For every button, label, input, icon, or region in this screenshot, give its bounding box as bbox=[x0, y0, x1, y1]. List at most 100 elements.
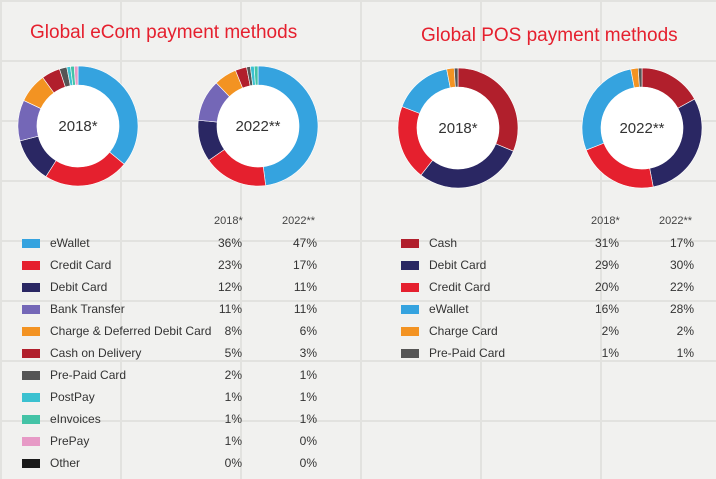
value-2022: 1% bbox=[299, 412, 317, 426]
legend-swatch bbox=[22, 415, 40, 424]
legend-swatch bbox=[22, 371, 40, 380]
legend-swatch bbox=[401, 327, 419, 336]
pos-2022-donut: 2022** bbox=[581, 67, 703, 189]
pos-2018-donut: 2018* bbox=[397, 67, 519, 189]
value-2018: 1% bbox=[601, 346, 619, 360]
value-2018: 1% bbox=[224, 390, 242, 404]
value-2022: 1% bbox=[299, 390, 317, 404]
legend-row: Charge & Deferred Debit Card 8% 6% bbox=[22, 324, 322, 347]
value-2022: 17% bbox=[669, 236, 694, 250]
donut-center-label: 2018* bbox=[438, 120, 477, 137]
legend-label: Cash bbox=[429, 236, 458, 250]
legend-row: Other 0% 0% bbox=[22, 456, 322, 479]
legend-row: Pre-Paid Card 2% 1% bbox=[22, 368, 322, 391]
value-2022: 6% bbox=[299, 324, 317, 338]
legend-row: eWallet 36% 47% bbox=[22, 236, 322, 259]
ecom-col-2022: 2022** bbox=[282, 215, 316, 227]
value-2022: 0% bbox=[299, 456, 317, 470]
legend-row: Cash 31% 17% bbox=[401, 236, 701, 259]
value-2022: 3% bbox=[299, 346, 317, 360]
legend-row: Charge Card 2% 2% bbox=[401, 324, 701, 347]
legend-swatch bbox=[401, 349, 419, 358]
value-2022: 2% bbox=[676, 324, 694, 338]
legend-swatch bbox=[401, 261, 419, 270]
legend-label: eWallet bbox=[50, 236, 90, 250]
legend-label: Pre-Paid Card bbox=[429, 346, 506, 360]
legend-row: PrePay 1% 0% bbox=[22, 434, 322, 457]
value-2022: 22% bbox=[669, 280, 694, 294]
legend-row: Credit Card 20% 22% bbox=[401, 280, 701, 303]
pos-table: 2018* 2022** Cash 31% 17% Debit Card 29% 30% C… bbox=[401, 215, 701, 375]
legend-label: Charge Card bbox=[429, 324, 498, 338]
legend-row: eInvoices 1% 1% bbox=[22, 412, 322, 435]
legend-swatch bbox=[22, 437, 40, 446]
donut-hole bbox=[601, 87, 683, 169]
donut-center-label: 2022** bbox=[619, 120, 664, 137]
value-2018: 0% bbox=[224, 456, 242, 470]
pos-col-2022: 2022** bbox=[659, 215, 693, 227]
legend-row: PostPay 1% 1% bbox=[22, 390, 322, 413]
legend-label: eWallet bbox=[429, 302, 469, 316]
legend-swatch bbox=[22, 305, 40, 314]
ecom-title: Global eCom payment methods bbox=[30, 22, 298, 43]
value-2022: 47% bbox=[292, 236, 317, 250]
value-2018: 2% bbox=[601, 324, 619, 338]
legend-label: Pre-Paid Card bbox=[50, 368, 127, 382]
legend-label: Other bbox=[50, 456, 81, 470]
legend-label: PostPay bbox=[50, 390, 95, 404]
legend-row: Bank Transfer 11% 11% bbox=[22, 302, 322, 325]
donut-center-label: 2018* bbox=[58, 118, 97, 135]
legend-row: eWallet 16% 28% bbox=[401, 302, 701, 325]
value-2018: 20% bbox=[594, 280, 619, 294]
legend-swatch bbox=[22, 239, 40, 248]
legend-label: Charge & Deferred Debit Card bbox=[50, 324, 212, 338]
legend-swatch bbox=[22, 349, 40, 358]
ecom-2018-donut: 2018* bbox=[17, 65, 139, 187]
value-2018: 1% bbox=[224, 412, 242, 426]
value-2022: 28% bbox=[669, 302, 694, 316]
value-2018: 16% bbox=[594, 302, 619, 316]
legend-swatch bbox=[401, 239, 419, 248]
legend-row: Pre-Paid Card 1% 1% bbox=[401, 346, 701, 369]
value-2018: 1% bbox=[224, 434, 242, 448]
legend-label: Cash on Delivery bbox=[50, 346, 142, 360]
legend-label: PrePay bbox=[50, 434, 90, 448]
donut-center-label: 2022** bbox=[235, 118, 280, 135]
legend-swatch bbox=[22, 327, 40, 336]
value-2022: 1% bbox=[676, 346, 694, 360]
value-2022: 11% bbox=[293, 280, 317, 294]
pos-col-2018: 2018* bbox=[591, 215, 620, 227]
value-2018: 5% bbox=[224, 346, 242, 360]
value-2022: 11% bbox=[293, 302, 317, 316]
pos-title: Global POS payment methods bbox=[421, 25, 678, 46]
legend-row: Debit Card 12% 11% bbox=[22, 280, 322, 303]
value-2018: 29% bbox=[594, 258, 619, 272]
ecom-2022-donut: 2022** bbox=[197, 65, 319, 187]
legend-label: Debit Card bbox=[50, 280, 108, 294]
legend-swatch bbox=[22, 393, 40, 402]
value-2018: 8% bbox=[224, 324, 242, 338]
value-2018: 2% bbox=[224, 368, 242, 382]
value-2018: 36% bbox=[217, 236, 242, 250]
legend-row: Credit Card 23% 17% bbox=[22, 258, 322, 281]
legend-swatch bbox=[401, 283, 419, 292]
legend-row: Cash on Delivery 5% 3% bbox=[22, 346, 322, 369]
ecom-table: 2018* 2022** eWallet 36% 47% Credit Card 23%… bbox=[22, 215, 322, 475]
value-2018: 11% bbox=[218, 302, 242, 316]
legend-label: eInvoices bbox=[50, 412, 101, 426]
legend-row: Debit Card 29% 30% bbox=[401, 258, 701, 281]
value-2022: 0% bbox=[299, 434, 317, 448]
ecom-col-2018: 2018* bbox=[214, 215, 243, 227]
value-2018: 23% bbox=[217, 258, 242, 272]
legend-label: Credit Card bbox=[429, 280, 491, 294]
legend-label: Bank Transfer bbox=[50, 302, 125, 316]
donut-hole bbox=[417, 87, 499, 169]
legend-swatch bbox=[22, 283, 40, 292]
value-2022: 1% bbox=[299, 368, 317, 382]
legend-swatch bbox=[22, 261, 40, 270]
value-2018: 31% bbox=[594, 236, 619, 250]
legend-swatch bbox=[401, 305, 419, 314]
legend-label: Debit Card bbox=[429, 258, 487, 272]
legend-swatch bbox=[22, 459, 40, 468]
value-2018: 12% bbox=[217, 280, 242, 294]
